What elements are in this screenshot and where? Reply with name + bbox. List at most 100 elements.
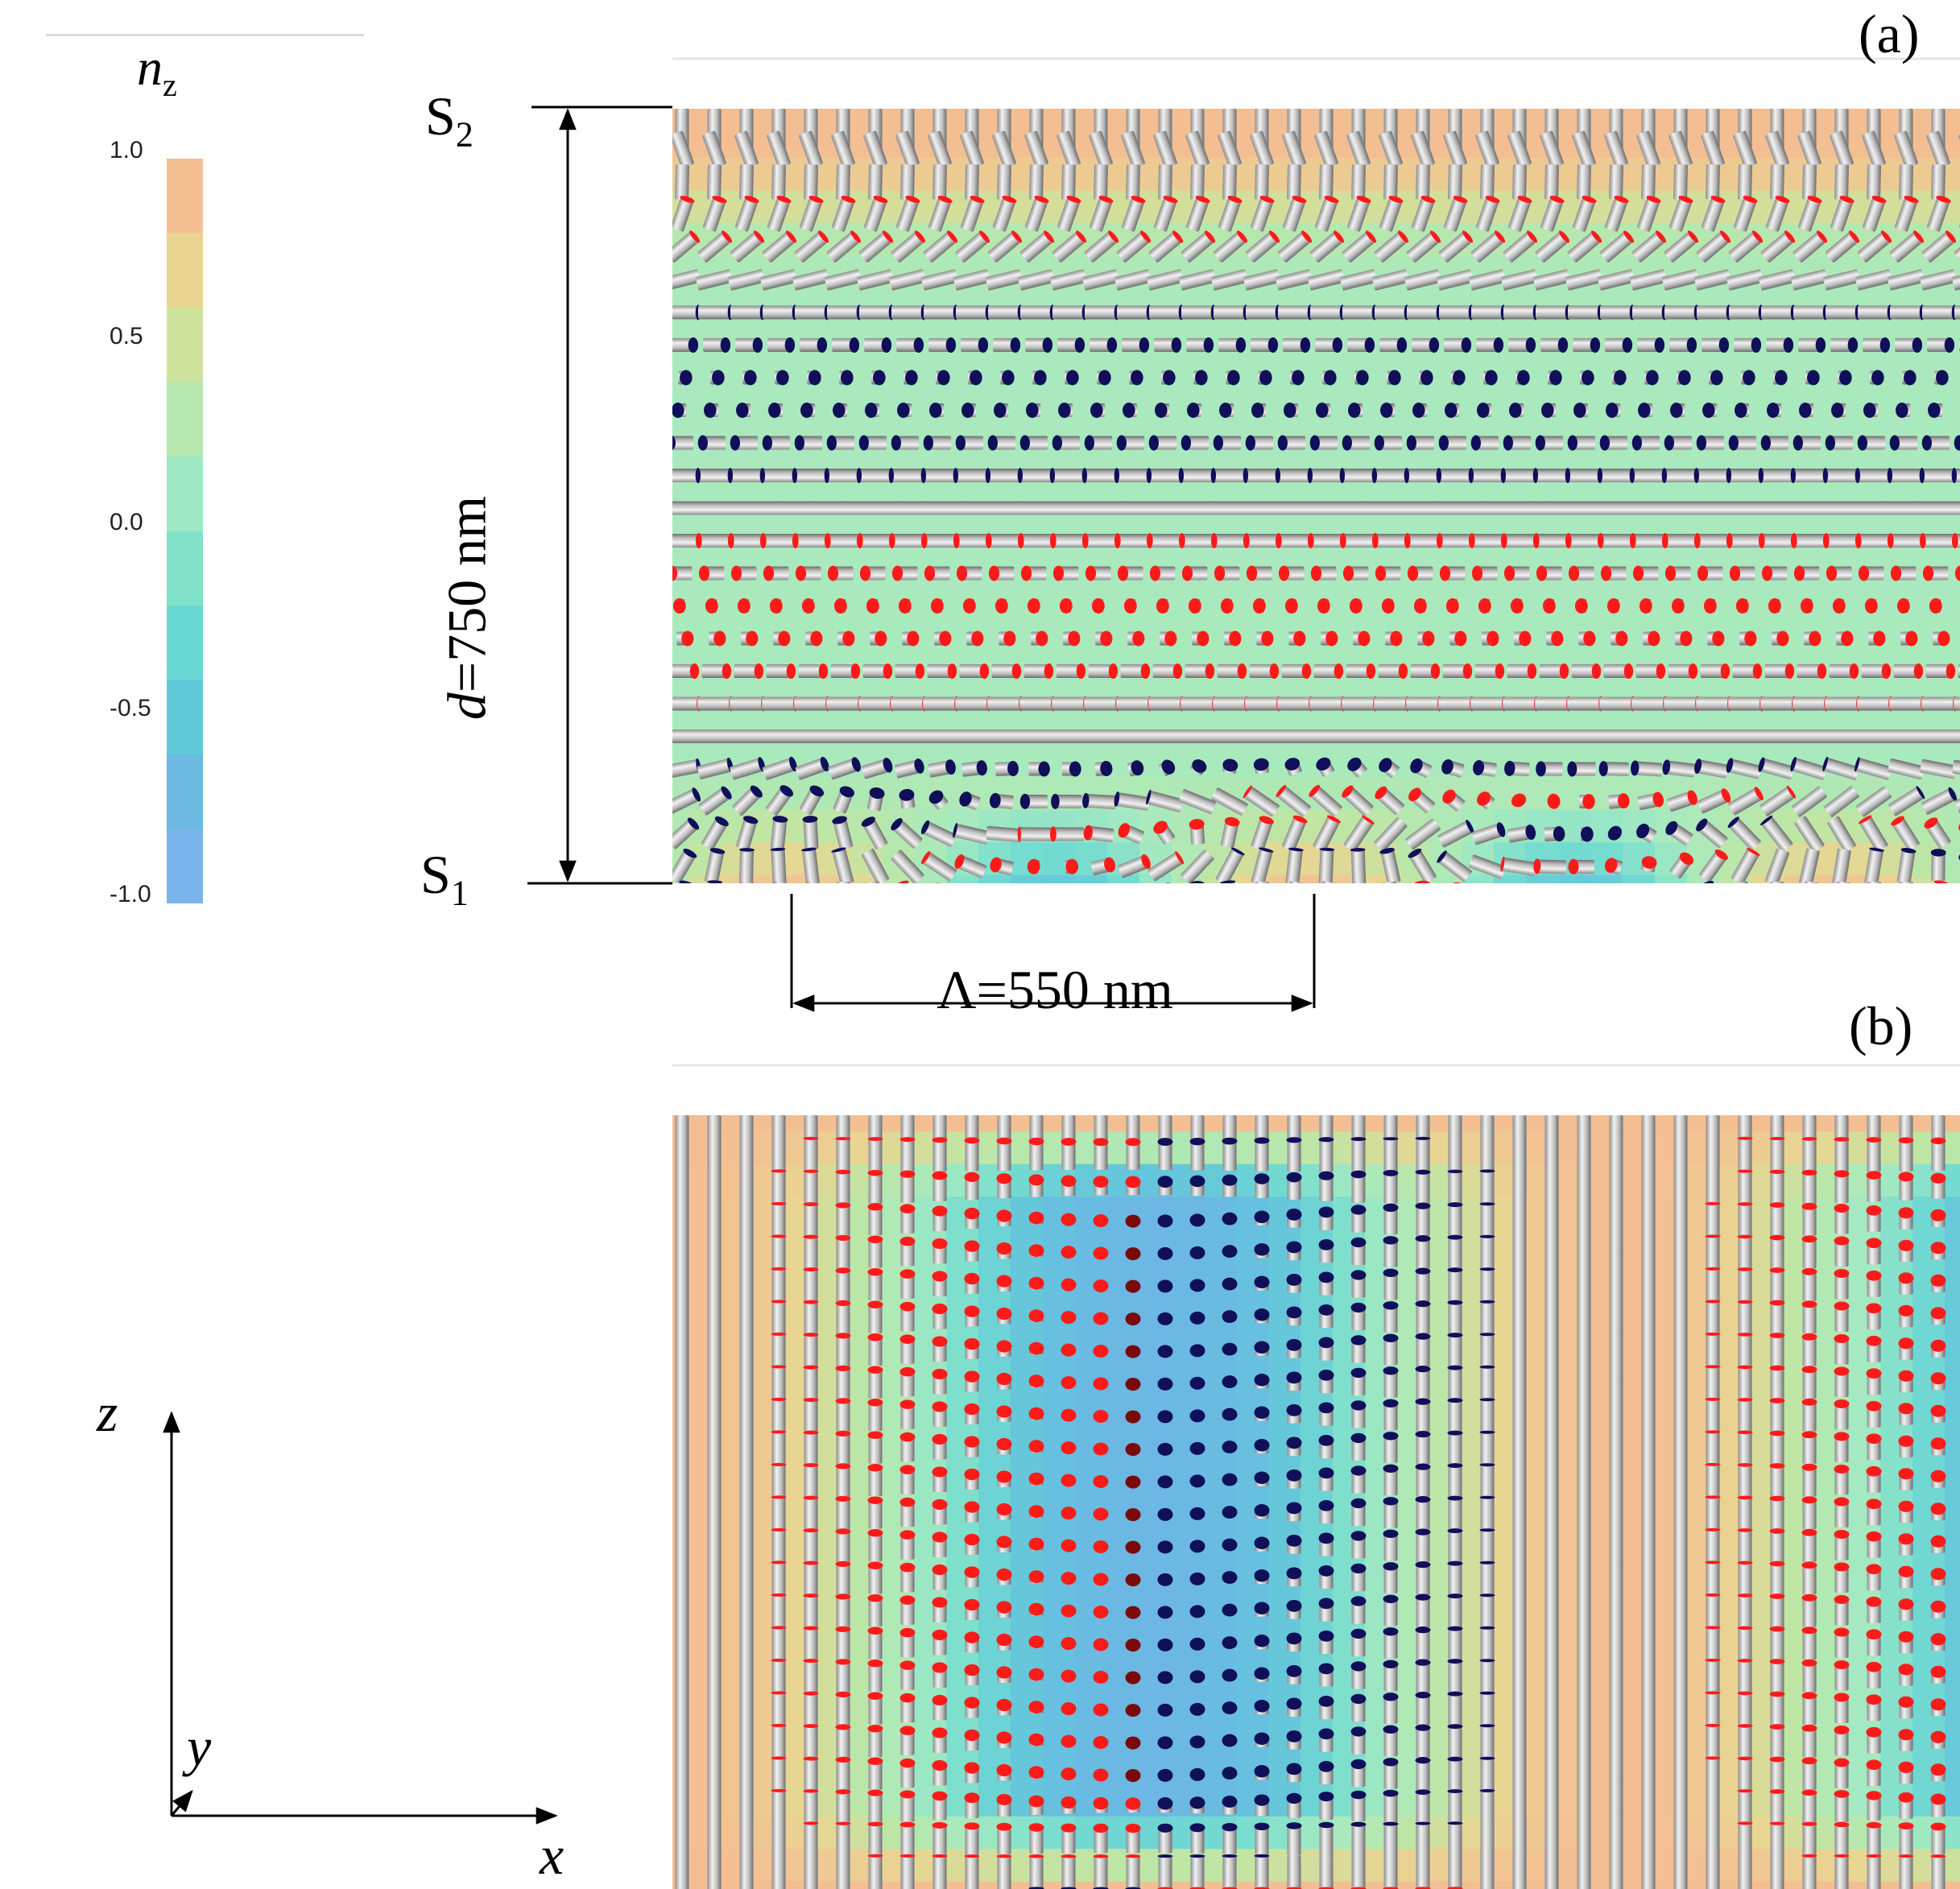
director: [1406, 435, 1435, 451]
director: [742, 370, 757, 386]
director-end: [1010, 337, 1021, 353]
director-end: [695, 533, 702, 548]
director: [1502, 501, 1537, 515]
director-end: [1664, 435, 1674, 451]
director-end: [1783, 337, 1794, 353]
director-body: [1759, 269, 1796, 291]
field-cell: [1945, 1164, 1960, 1198]
director-body: [1825, 696, 1859, 711]
director-end: [1317, 598, 1330, 614]
director: [1347, 337, 1375, 353]
director-body: [1443, 197, 1467, 232]
director-end: [947, 663, 957, 679]
director-body: [799, 130, 823, 168]
director: [1181, 565, 1208, 581]
director-end: [913, 337, 924, 353]
director: [1307, 533, 1342, 548]
director: [1379, 337, 1408, 353]
director: [1249, 663, 1280, 679]
director: [987, 230, 1023, 262]
director-body: [1122, 338, 1144, 352]
director-end: [1034, 196, 1049, 203]
director: [1637, 337, 1665, 353]
director-end: [1061, 1138, 1077, 1146]
director-body: [1769, 881, 1785, 883]
director: [1115, 730, 1151, 743]
director: [1629, 468, 1665, 483]
director: [1836, 630, 1854, 647]
director: [1245, 230, 1280, 262]
director-body: [923, 232, 957, 262]
director: [1502, 730, 1537, 743]
director-end: [744, 370, 757, 386]
director-end: [1889, 435, 1900, 451]
director-body: [701, 664, 727, 678]
director: [1126, 164, 1140, 200]
director-body: [1057, 338, 1080, 352]
panel-a-directors: [672, 109, 1960, 907]
director-end: [1597, 891, 1603, 907]
director-end: [1623, 663, 1634, 679]
director: [1353, 630, 1371, 647]
director-end: [1752, 663, 1763, 679]
director-body: [1255, 164, 1269, 200]
director: [762, 696, 798, 712]
director: [1572, 196, 1597, 232]
director: [1084, 230, 1119, 262]
director-end: [883, 663, 893, 679]
director-body: [1380, 566, 1401, 581]
director-body: [1670, 566, 1691, 581]
director-end: [842, 630, 855, 647]
director-end: [1790, 468, 1797, 483]
director: [1438, 230, 1474, 262]
director: [1693, 533, 1729, 548]
director-body: [1378, 664, 1404, 678]
director-body: [1798, 338, 1821, 352]
director: [1664, 696, 1700, 712]
director-end: [1567, 435, 1578, 451]
director: [1445, 403, 1460, 418]
director-body: [1255, 1140, 1269, 1172]
director-end: [1140, 663, 1151, 679]
director-end: [1768, 598, 1781, 614]
director-body: [1702, 566, 1723, 581]
director-end: [1503, 565, 1515, 581]
director-end: [1921, 435, 1932, 451]
director: [1773, 370, 1788, 386]
director: [987, 696, 1023, 712]
director-body: [1599, 232, 1633, 262]
director-body: [1439, 534, 1471, 548]
director: [865, 881, 886, 883]
director: [830, 663, 861, 679]
director-end: [1052, 565, 1065, 581]
director-body: [891, 232, 924, 262]
director: [1374, 435, 1403, 451]
director-end: [1020, 565, 1032, 581]
director-end: [712, 196, 727, 203]
director-end: [1688, 663, 1698, 679]
director-body: [1019, 469, 1053, 482]
director-end: [929, 403, 942, 418]
director-end: [1591, 663, 1602, 679]
director-body: [1019, 305, 1053, 320]
director: [959, 663, 990, 679]
director-body: [1185, 436, 1209, 450]
director: [1793, 230, 1828, 262]
director-body: [1341, 501, 1376, 515]
director-end: [1758, 468, 1764, 483]
director: [1224, 630, 1242, 647]
director: [1772, 630, 1789, 647]
director: [1250, 130, 1274, 168]
director: [1049, 468, 1085, 483]
director: [1404, 269, 1441, 291]
director-end: [1761, 565, 1773, 581]
director: [1664, 230, 1699, 262]
director-body: [1760, 469, 1794, 482]
director: [1339, 533, 1375, 548]
director: [1316, 403, 1331, 418]
director: [1256, 630, 1274, 647]
director-end: [937, 196, 953, 203]
director: [1951, 533, 1960, 548]
director-end: [873, 196, 888, 203]
director-body: [1190, 164, 1205, 200]
